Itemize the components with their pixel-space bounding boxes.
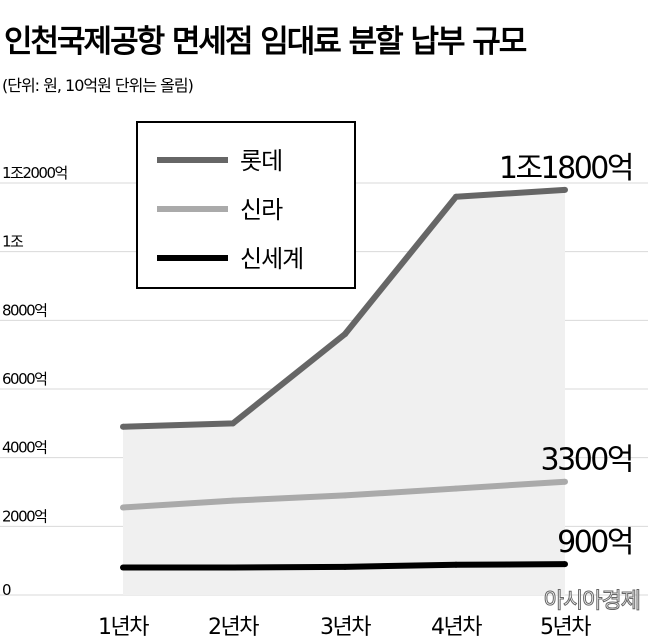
y-tick-label: 2000억 (2, 507, 46, 525)
legend-label: 롯데 (240, 147, 282, 175)
y-axis-ticks: 0 2000억 4000억 6000억 8000억 1조 1조2000억 (2, 164, 68, 599)
series-point (453, 193, 459, 200)
x-tick-label: 5년차 (540, 615, 591, 640)
series-point (562, 186, 568, 193)
series-point (562, 561, 568, 568)
y-tick-label: 0 (2, 581, 11, 599)
series-lines (120, 186, 568, 571)
chart-subtitle: (단위: 원, 10억원 단위는 올림) (2, 76, 193, 95)
y-tick-label: 4000억 (2, 439, 46, 457)
series-point (230, 420, 236, 427)
x-tick-label: 1년차 (98, 615, 149, 640)
series-point (453, 561, 459, 568)
chart-title: 인천국제공항 면세점 임대료 분할 납부 규모 (4, 24, 527, 60)
area-fill (123, 189, 565, 595)
x-tick-label: 3년차 (320, 615, 371, 640)
series-point (453, 485, 459, 492)
series-point (230, 564, 236, 571)
legend-label: 신라 (240, 196, 283, 224)
legend-label: 신세계 (240, 245, 303, 273)
series-point (230, 497, 236, 504)
y-tick-label: 1조 (2, 233, 24, 251)
area-fill-shape (123, 189, 565, 595)
series-point (342, 492, 348, 499)
x-tick-label: 4년차 (431, 615, 482, 640)
y-tick-label: 8000억 (2, 301, 46, 319)
y-tick-label: 1조2000억 (2, 164, 67, 182)
series-point (120, 423, 126, 430)
watermark: 아시아경제 (544, 589, 640, 614)
end-labels: 1조1800억 3300억 900억 (499, 151, 635, 560)
series-point (342, 563, 348, 570)
x-axis-ticks: 1년차 2년차 3년차 4년차 5년차 (98, 615, 593, 640)
series-end-label: 3300억 (541, 443, 632, 478)
series-point (342, 331, 348, 338)
series-end-label: 1조1800억 (499, 151, 632, 186)
series-point (120, 564, 126, 571)
series-point (562, 478, 568, 485)
y-tick-label: 6000억 (2, 370, 46, 388)
x-tick-label: 2년차 (208, 615, 259, 640)
series-point (120, 504, 126, 511)
series-end-label: 900억 (557, 525, 632, 560)
